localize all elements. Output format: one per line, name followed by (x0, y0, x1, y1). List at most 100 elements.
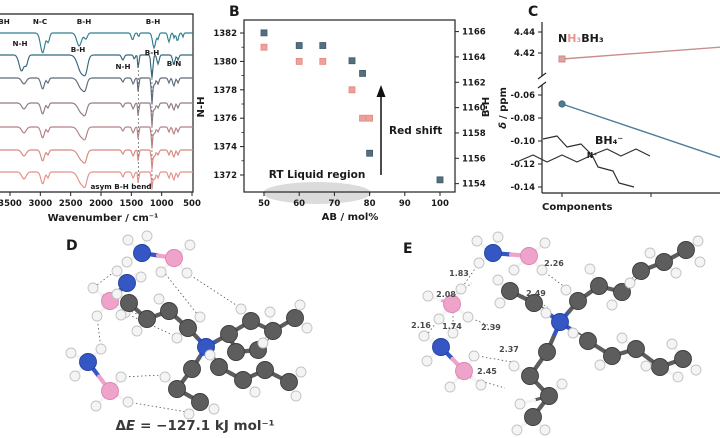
carbon-atom (651, 358, 669, 376)
carbon-atom (183, 360, 201, 378)
x-tick-label: 100 (431, 199, 449, 209)
distance-label: 2.08 (436, 290, 456, 299)
hydrogen-atom (473, 257, 485, 269)
peak-label: B-H (71, 45, 85, 54)
hydrogen-atom (171, 332, 183, 344)
hydrogen-atom (511, 424, 523, 436)
hydrogen-atom (539, 424, 551, 436)
panel-b-x-axis-title: AB / mol% (322, 212, 379, 223)
hydrogen-atom (235, 303, 247, 315)
cation-skeleton-chain (518, 154, 593, 163)
hydrogen-atom (584, 263, 596, 275)
distance-label: 1.74 (442, 322, 462, 331)
hydrogen-atom (492, 231, 504, 243)
hydrogen-atom (249, 386, 261, 398)
distance-label: 1.83 (449, 269, 469, 278)
carbon-atom (674, 350, 692, 368)
y-tick-label: -0.08 (511, 114, 536, 124)
hydrogen-atom (494, 297, 506, 309)
ftir-spectrum-4 (0, 102, 193, 127)
hydrogen-atom (115, 371, 127, 383)
carbon-atom (220, 325, 238, 343)
cation-skeleton-chain (591, 148, 651, 157)
carbon-atom (632, 262, 650, 280)
x-tick-label: 90 (399, 199, 411, 209)
panel-a-annotation: asym B-H bend (90, 182, 151, 191)
borohydride-formula: BH₄⁻ (595, 134, 623, 147)
hydrogen-atom (471, 235, 483, 247)
boron-atom (443, 295, 461, 313)
hydrogen-atom (153, 293, 165, 305)
panel-e-molecule: E 1.83 2.26 2.08 2.49 2.16 1.74 2.39 2.37 2.45 (403, 231, 706, 436)
red-shift-arrow-head (376, 85, 386, 97)
hydrogen-atom (492, 274, 504, 286)
BH4-BH-shift-line (561, 103, 720, 159)
y-tick-label-right: 1162 (462, 78, 486, 88)
bh-data-point (260, 29, 268, 37)
y-tick-label-left: 1372 (213, 171, 237, 181)
hydrogen-atom (447, 327, 459, 339)
dihydrogen-contact (124, 312, 176, 337)
cation-skeleton-chain (591, 154, 635, 188)
bh-data-point (366, 149, 374, 157)
hydrogen-atom (111, 288, 123, 300)
hydrogen-atom (90, 400, 102, 412)
panel-b-red-shift-label: Red shift (389, 125, 442, 137)
bh-data-point (436, 176, 444, 184)
hydrogen-atom (508, 264, 520, 276)
y-tick-label-left: 1378 (213, 86, 237, 96)
x-tick-label: 80 (364, 199, 376, 209)
hydrogen-atom (475, 379, 487, 391)
hydrogen-atom (640, 360, 652, 372)
carbon-atom (524, 408, 542, 426)
hydrogen-atom (122, 234, 134, 246)
hydrogen-atom (135, 271, 147, 283)
panel-b-left-axis-title: N-H (196, 97, 207, 118)
panel-e-letter: E (403, 241, 413, 257)
carbon-atom (280, 373, 298, 391)
hydrogen-atom (536, 264, 548, 276)
distance-label: 2.37 (499, 345, 519, 354)
nh-data-point (295, 58, 303, 65)
hydrogen-atom (295, 366, 307, 378)
carbon-atom (138, 310, 156, 328)
carbon-atom (538, 343, 556, 361)
carbon-atom (227, 343, 245, 361)
y-tick-label: -0.10 (511, 137, 536, 147)
carbon-atom (569, 292, 587, 310)
x-tick-label: 50 (258, 199, 270, 209)
BH4-BH-shift-marker (558, 100, 566, 108)
hydrogen-atom (556, 378, 568, 390)
ftir-spectrum-7 (0, 171, 193, 190)
carbon-atom (210, 358, 228, 376)
carbon-atom (525, 294, 543, 312)
nh-data-point (319, 58, 327, 65)
carbon-atom (613, 283, 631, 301)
panel-b-frame (243, 19, 456, 193)
panel-c-x-axis-title: Components (542, 202, 612, 213)
y-tick-label-left: 1374 (213, 143, 237, 153)
dihydrogen-contact (96, 315, 102, 350)
y-tick-label-right: 1158 (462, 129, 486, 139)
hydrogen-atom (264, 306, 276, 318)
carbon-atom (256, 361, 274, 379)
dihydrogen-contact (162, 270, 199, 316)
hydrogen-atom (121, 256, 133, 268)
carbon-atom (120, 294, 138, 312)
hydrogen-atom (624, 277, 636, 289)
peak-label: B-H (145, 48, 159, 57)
hydrogen-atom (257, 337, 269, 349)
hydrogen-atom (462, 311, 474, 323)
hydrogen-atom (208, 403, 220, 415)
axis-break-mark (537, 72, 547, 80)
hydrogen-atom (670, 267, 682, 279)
panel-b-right-axis-title: B-H (481, 97, 492, 117)
hydrogen-atom (159, 371, 171, 383)
carbon-atom (501, 282, 519, 300)
y-tick-label-right: 1160 (462, 104, 486, 114)
boron-atom (101, 382, 119, 400)
hydrogen-atom (514, 398, 526, 410)
dihydrogen-contact (477, 355, 513, 363)
peak-label: B-H (146, 17, 160, 26)
